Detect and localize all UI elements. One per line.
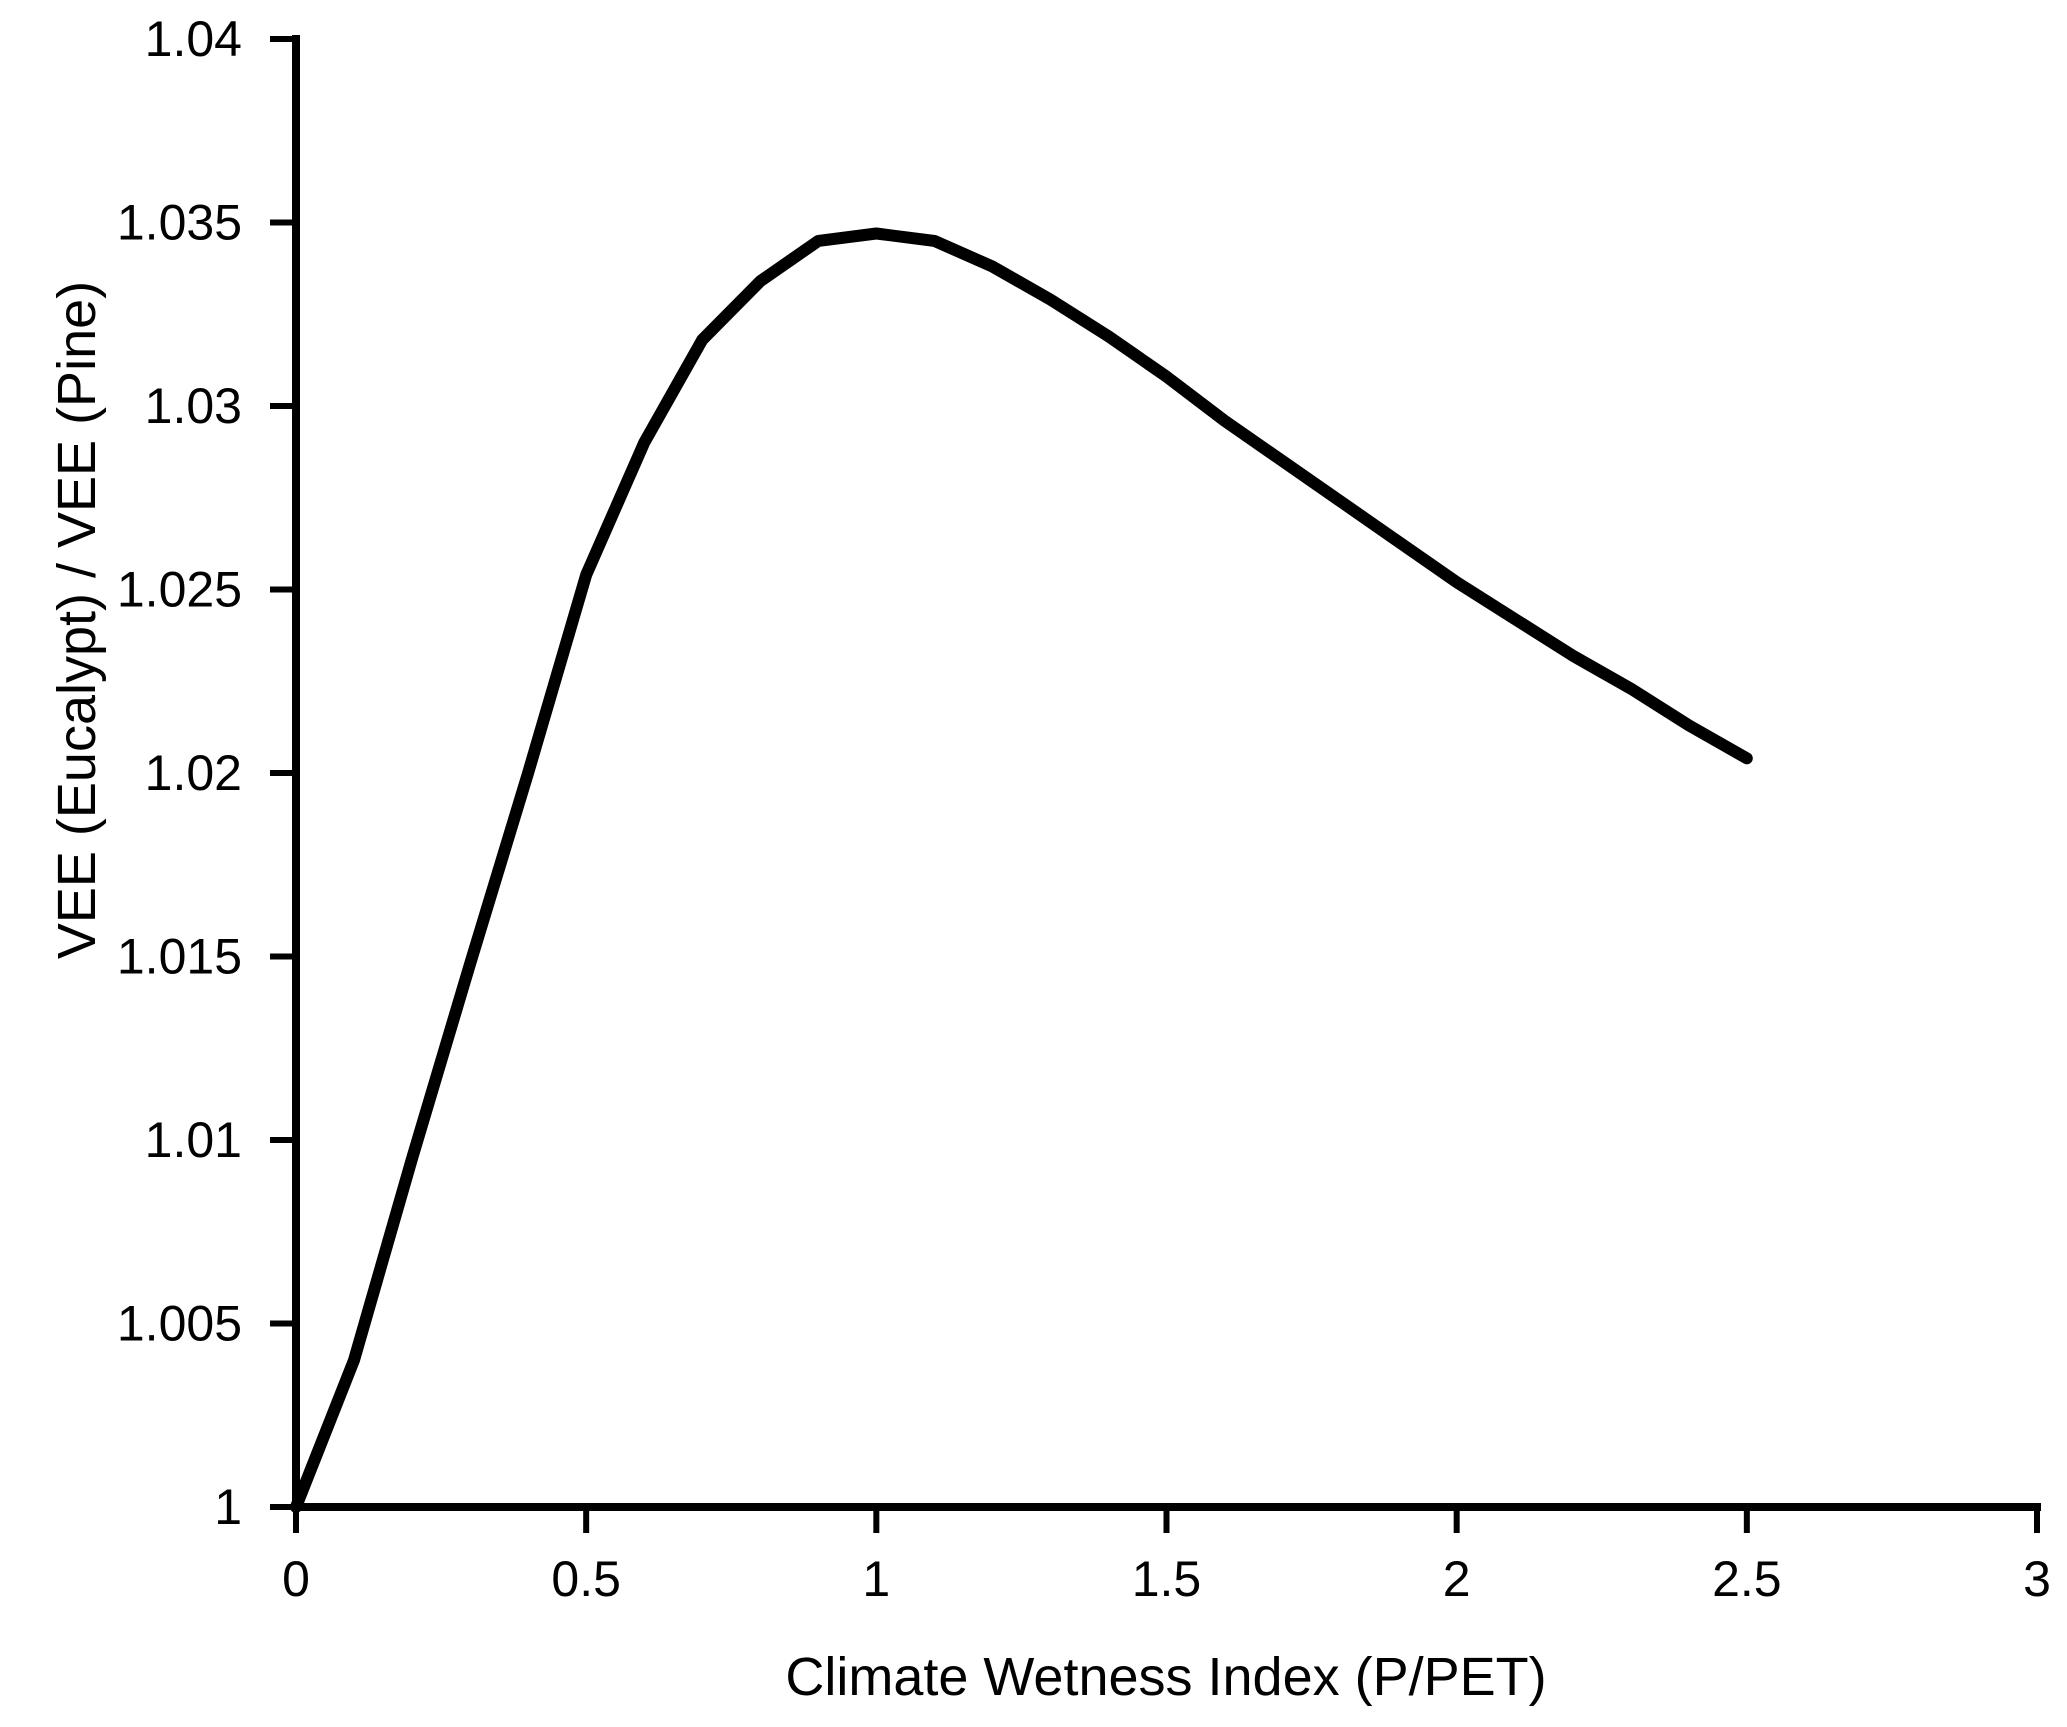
series-layer (290, 227, 1753, 1513)
y-tick-label: 1.025 (117, 562, 242, 618)
x-tick-label: 2.5 (1712, 1551, 1782, 1607)
x-tick-label: 0 (282, 1551, 310, 1607)
x-tick-label: 1.5 (1132, 1551, 1202, 1607)
x-tick-label: 0.5 (551, 1551, 621, 1607)
x-axis-title: Climate Wetness Index (P/PET) (785, 1647, 1546, 1707)
y-tick-label: 1.035 (117, 195, 242, 251)
x-tick-label: 3 (2023, 1551, 2051, 1607)
x-tick-label: 1 (862, 1551, 890, 1607)
y-axis-title: VEE (Eucalypt) / VEE (Pine) (47, 281, 107, 959)
y-tick-label: 1.04 (145, 11, 242, 67)
labels-layer: Climate Wetness Index (P/PET) VEE (Eucal… (47, 281, 1547, 1707)
y-tick-label: 1.015 (117, 929, 242, 985)
x-tick-label: 2 (1443, 1551, 1471, 1607)
y-tick-label: 1.005 (117, 1296, 242, 1352)
y-tick-label: 1.02 (145, 745, 242, 801)
y-tick-label: 1 (214, 1479, 242, 1535)
y-tick-label: 1.03 (145, 378, 242, 434)
data-series-line (290, 227, 1753, 1513)
y-tick-label: 1.01 (145, 1112, 242, 1168)
axes-layer: 1 1.005 1.01 1.015 1.02 1.025 1.03 1.035 1.04 0 0.… (117, 11, 2051, 1607)
